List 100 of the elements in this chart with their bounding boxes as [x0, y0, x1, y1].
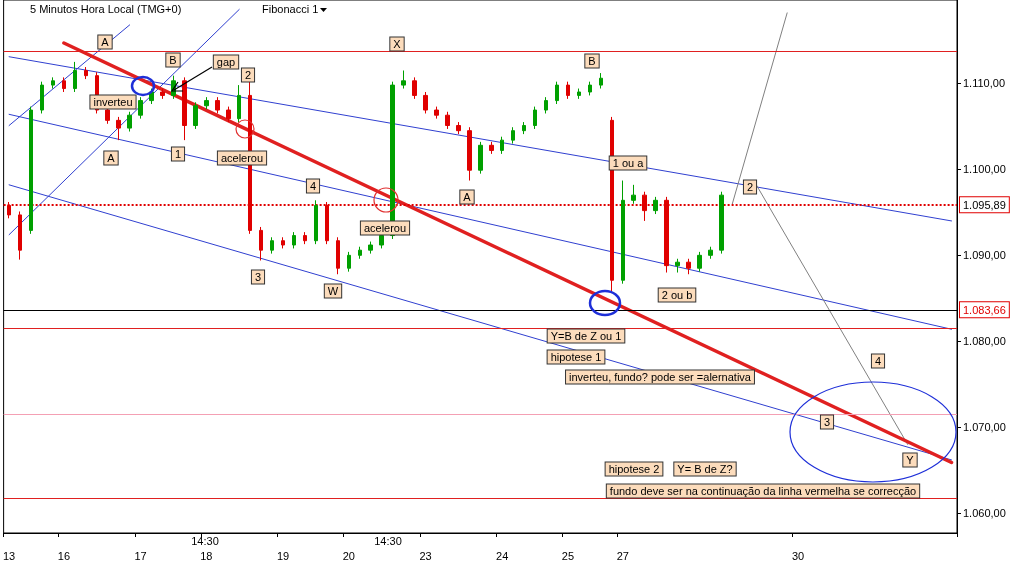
annotation: Y=B de Z ou 1 [550, 330, 622, 342]
annotation: Y= B de Z? [677, 463, 733, 475]
candlestick [631, 184, 636, 205]
annotation: 3 [254, 271, 262, 283]
y-tick-label: 1.100,00 [963, 163, 1006, 176]
candlestick [533, 106, 537, 130]
candlestick [358, 246, 362, 260]
candlestick [51, 76, 55, 90]
candlestick [336, 236, 340, 275]
candlestick [708, 246, 713, 260]
annotation: gap [216, 56, 236, 68]
annotation: 1 ou a [612, 157, 645, 169]
x-tick-label: 25 [561, 549, 575, 562]
chart-title: 5 Minutos Hora Local (TMG+0) [30, 2, 182, 15]
y-tick-label: 1.080,00 [963, 335, 1006, 348]
candlestick [73, 61, 77, 93]
x-tick-label: 16 [57, 549, 71, 562]
candlestick [599, 72, 603, 90]
candlestick [719, 191, 724, 255]
x-tick-label: 27 [616, 549, 629, 562]
candlestick [401, 69, 406, 90]
annotation: A [107, 152, 116, 164]
candlestick [675, 258, 680, 274]
candlestick [270, 236, 274, 255]
candlestick [18, 210, 22, 261]
y-tick-label: 1.110,00 [963, 77, 1006, 90]
candlestick [478, 141, 483, 175]
chart-subtitle: Fibonacci 1 [262, 2, 319, 15]
annotation: hipotese 2 [608, 463, 660, 475]
candlestick [84, 66, 88, 80]
candlestick [62, 76, 66, 93]
candlestick [697, 251, 702, 273]
candlestick [193, 101, 198, 130]
candlestick [577, 88, 581, 100]
candlestick [116, 116, 121, 141]
x-tick-label: 30 [791, 549, 805, 562]
annotation: X [393, 38, 402, 50]
annotation: hipotese 1 [550, 351, 602, 363]
x-tick-label: 18 [200, 549, 213, 562]
candlestick [566, 81, 570, 100]
candlestick [204, 96, 209, 110]
candlestick [237, 84, 241, 123]
candlestick [314, 199, 318, 245]
candlestick [588, 81, 592, 96]
annotation: A [463, 191, 472, 203]
candlestick [445, 111, 450, 130]
annotation: W [327, 285, 339, 297]
candlestick [303, 231, 307, 245]
candlestick [379, 235, 384, 249]
annotation: B [588, 55, 596, 67]
candlestick [182, 76, 187, 141]
x-tick-label: 20 [342, 549, 355, 562]
annotation: 4 [309, 180, 317, 192]
y-tick-label: 1.070,00 [963, 421, 1006, 434]
candlestick [434, 106, 439, 120]
annotation: 4 [874, 355, 882, 367]
candlestick [522, 121, 526, 135]
candlestick [500, 136, 504, 155]
candlestick [281, 236, 285, 249]
annotation: acelerou [363, 222, 407, 234]
annotation: 1 [174, 148, 182, 160]
candlestick [621, 180, 625, 285]
candlestick [29, 106, 33, 235]
candlestick [456, 121, 461, 135]
text: 14:30 [374, 535, 402, 547]
candlestick [368, 241, 373, 255]
x-tick-label: 19 [276, 549, 290, 562]
annotation: acelerou [220, 152, 264, 164]
candlestick [412, 76, 417, 100]
annotation: 2 ou b [661, 289, 693, 301]
candlestick [259, 226, 263, 261]
candlestick [489, 141, 494, 155]
annotation: A [101, 36, 110, 48]
annotation: inverteu, fundo? pode ser =alernativa [569, 371, 752, 383]
annotation: inverteu [93, 96, 133, 108]
ref-line-label: 1.083,66 [963, 303, 1006, 316]
annotation: 3 [823, 416, 831, 428]
x-tick-label: 17 [134, 549, 147, 562]
candlestick [653, 196, 658, 215]
y-tick-label: 1.060,00 [963, 507, 1006, 520]
candlestick [226, 106, 231, 123]
x-tick-label: 13 [2, 549, 16, 562]
candlestick [555, 81, 559, 105]
text: 14:30 [191, 535, 219, 547]
candlestick [215, 96, 220, 114]
candlestick [467, 126, 472, 182]
candlestick [347, 251, 351, 273]
annotation: Y [906, 454, 915, 466]
annotation: 2 [746, 181, 754, 193]
candlestick [423, 91, 428, 114]
candlestick [138, 96, 143, 120]
annotation: B [169, 54, 177, 66]
candlestick [511, 126, 515, 145]
annotation: fundo deve ser na continuação da linha vermelha se correcção [609, 485, 917, 497]
x-tick-label: 23 [419, 549, 432, 562]
annotation: 2 [244, 69, 252, 81]
candlestick [40, 81, 44, 114]
candlestick [160, 88, 165, 100]
x-tick-label: 24 [496, 549, 509, 562]
candlestick [292, 231, 296, 249]
